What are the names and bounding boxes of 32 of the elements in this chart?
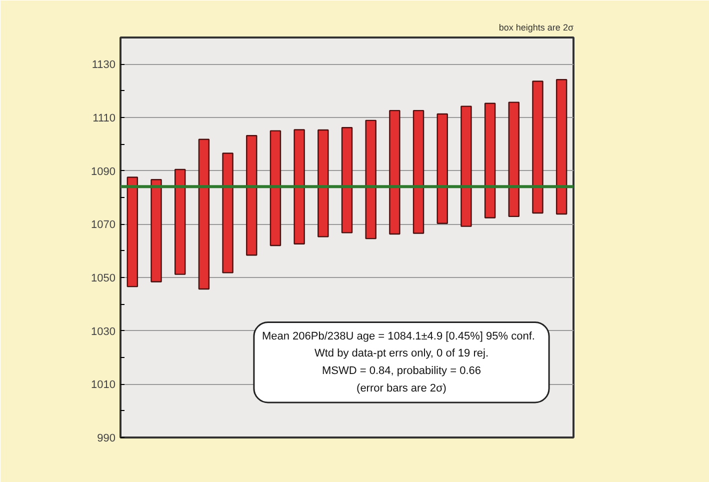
bar xyxy=(341,127,353,234)
bar xyxy=(294,129,305,244)
text: box heights are 2σ xyxy=(498,22,574,32)
bar xyxy=(556,79,568,215)
bar xyxy=(436,113,448,224)
bar xyxy=(126,176,138,288)
bar xyxy=(246,135,258,256)
annotation: MSWD = 0.84, probability = 0.66 xyxy=(322,365,481,378)
annotation: (error bars are 2σ) xyxy=(356,382,446,394)
y-tick-label: 1010 xyxy=(91,379,116,392)
bar xyxy=(150,179,162,282)
y-tick-label: 1130 xyxy=(92,59,116,72)
y-tick-label: 1050 xyxy=(91,272,116,284)
bar xyxy=(198,138,210,290)
y-tick-label: 990 xyxy=(97,432,116,444)
annotation: Mean 206Pb/238U age = 1084.1±4.9 [0.45%] 95% conf. xyxy=(262,330,535,342)
bar xyxy=(222,152,234,274)
y-tick-label: 1110 xyxy=(92,112,116,124)
bar xyxy=(532,80,544,214)
bar xyxy=(365,120,376,240)
bar xyxy=(174,168,186,275)
bar xyxy=(389,110,400,235)
bar xyxy=(460,106,472,227)
y-tick-label: 1090 xyxy=(91,166,116,178)
annotation: Wtd by data-pt errs only, 0 of 19 rej. xyxy=(314,348,489,360)
bar xyxy=(484,102,496,218)
bar xyxy=(270,130,282,246)
bar xyxy=(508,102,520,218)
bar xyxy=(318,129,329,238)
bar xyxy=(412,110,424,234)
y-tick-label: 1030 xyxy=(91,326,116,338)
y-tick-label: 1070 xyxy=(91,219,116,232)
